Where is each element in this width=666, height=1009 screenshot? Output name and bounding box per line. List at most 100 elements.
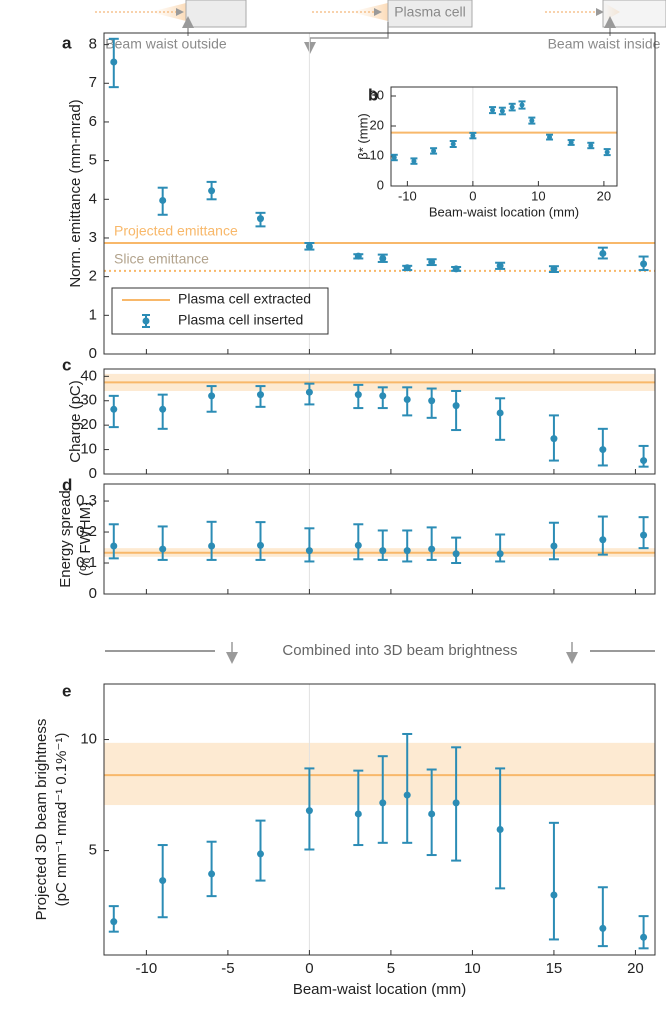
x-tick-label: 0 bbox=[469, 188, 476, 203]
data-point bbox=[159, 545, 167, 553]
y-tick-label: 3 bbox=[89, 229, 97, 246]
data-point bbox=[604, 149, 610, 155]
data-point bbox=[547, 134, 553, 140]
inset-background bbox=[391, 87, 617, 186]
data-point bbox=[496, 825, 504, 833]
x-axis-label: Beam-waist location (mm) bbox=[429, 204, 579, 219]
data-point bbox=[305, 807, 313, 815]
y-tick-label: 0 bbox=[89, 585, 97, 602]
x-tick-label: -10 bbox=[398, 188, 417, 203]
panel: 0 10 20 30 -10 0 10 20 Beam-waist location (mm) β… bbox=[355, 85, 618, 219]
panel: Projected emittance Slice emittance 0 1 2 3 4 5… bbox=[62, 32, 656, 362]
plot-frame bbox=[103, 32, 656, 355]
y-tick-label: 0.2 bbox=[76, 523, 97, 540]
data-point bbox=[208, 187, 216, 195]
data-point bbox=[159, 877, 167, 885]
data-point bbox=[499, 108, 505, 114]
data-point bbox=[159, 405, 167, 413]
data-point bbox=[305, 242, 313, 250]
y-tick-label: 6 bbox=[89, 113, 97, 130]
panel-letter: a bbox=[62, 33, 72, 52]
combine-row: Combined into 3D beam brightness bbox=[105, 642, 655, 664]
y-tick-label: 7 bbox=[89, 74, 97, 91]
data-point bbox=[470, 133, 476, 139]
y-tick-label: 8 bbox=[89, 36, 97, 53]
panel-letter: d bbox=[62, 475, 72, 494]
beam-cone bbox=[150, 2, 190, 22]
data-point bbox=[403, 547, 411, 555]
data-point bbox=[110, 918, 118, 926]
diagram-label: Plasma cell bbox=[394, 4, 466, 20]
data-point bbox=[640, 260, 648, 268]
legend-label: Plasma cell extracted bbox=[178, 291, 311, 307]
data-point bbox=[452, 550, 460, 558]
data-point bbox=[490, 107, 496, 113]
data-point bbox=[208, 542, 216, 550]
y-tick-label: 5 bbox=[89, 842, 97, 859]
data-point bbox=[431, 148, 437, 154]
plasma-cell-shape bbox=[185, 0, 247, 28]
data-point bbox=[110, 405, 118, 413]
data-point bbox=[208, 870, 216, 878]
legend-label: Plasma cell inserted bbox=[178, 312, 303, 328]
data-point bbox=[379, 547, 387, 555]
data-point bbox=[354, 541, 362, 549]
x-axis-label: Beam-waist location (mm) bbox=[293, 981, 466, 998]
panel-letter: b bbox=[368, 85, 378, 104]
data-point bbox=[256, 391, 264, 399]
y-axis-label: β* (mm) bbox=[355, 113, 370, 159]
x-tick-label: 10 bbox=[531, 188, 545, 203]
y-tick-label: 40 bbox=[80, 367, 97, 384]
data-point bbox=[354, 252, 362, 260]
data-point bbox=[391, 155, 397, 160]
data-point bbox=[599, 249, 607, 257]
y-tick-label: 20 bbox=[80, 416, 97, 433]
y-tick-label: 0 bbox=[377, 177, 384, 192]
y-tick-label: 30 bbox=[370, 87, 384, 102]
y-axis-label: Norm. emittance (mm-mrad) bbox=[67, 99, 84, 287]
legend: Plasma cell extracted Plasma cell inserte… bbox=[111, 287, 329, 335]
x-tick-label: 15 bbox=[546, 960, 563, 977]
data-point bbox=[599, 536, 607, 544]
data-point bbox=[256, 541, 264, 549]
data-point bbox=[599, 924, 607, 932]
beam-cone bbox=[350, 2, 392, 22]
y-axis-label: Charge (pC) bbox=[67, 380, 84, 463]
plasma-cell-shape bbox=[387, 0, 473, 28]
reference-label: Slice emittance bbox=[114, 251, 209, 267]
data-point bbox=[403, 396, 411, 404]
data-point bbox=[411, 158, 417, 164]
data-point bbox=[550, 265, 558, 273]
x-tick-label: 0 bbox=[305, 960, 313, 977]
plot-frame bbox=[103, 483, 656, 595]
data-point bbox=[496, 550, 504, 558]
data-point bbox=[208, 392, 216, 400]
pointer bbox=[304, 22, 389, 54]
data-point bbox=[428, 397, 436, 405]
data-point bbox=[110, 58, 118, 66]
data-point bbox=[428, 810, 436, 818]
reference-band bbox=[104, 742, 655, 806]
data-point bbox=[354, 391, 362, 399]
data-point bbox=[640, 933, 648, 941]
y-tick-label: 10 bbox=[80, 731, 97, 748]
y-axis-label: (pC mm⁻¹ mrad⁻¹ 0.1%⁻¹) bbox=[53, 733, 70, 907]
schematic: Beam waist outside Plasma cell Beam wais… bbox=[95, 0, 666, 54]
plot-frame bbox=[103, 683, 656, 956]
y-tick-label: 2 bbox=[89, 268, 97, 285]
data-point bbox=[519, 102, 525, 108]
data-point bbox=[379, 392, 387, 400]
panel-letter: e bbox=[62, 681, 71, 700]
data-point bbox=[110, 542, 118, 550]
data-point bbox=[403, 791, 411, 799]
data-point bbox=[452, 799, 460, 807]
data-point bbox=[452, 402, 460, 410]
y-tick-label: 10 bbox=[370, 147, 384, 162]
x-tick-label: 20 bbox=[597, 188, 611, 203]
data-point bbox=[159, 196, 167, 204]
data-point bbox=[550, 542, 558, 550]
